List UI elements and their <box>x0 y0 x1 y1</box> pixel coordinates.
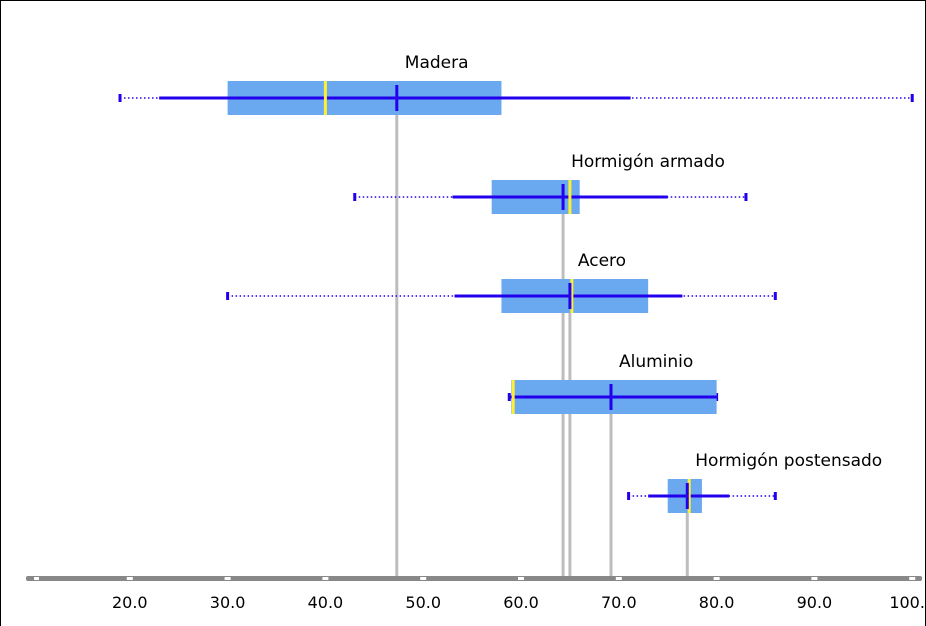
x-tick-label: 30.0 <box>210 593 246 612</box>
x-tick-label: 60.0 <box>503 593 539 612</box>
series-label: Madera <box>405 53 469 73</box>
x-tick-label: 100.0 <box>889 593 926 612</box>
x-tick-mark <box>322 577 329 580</box>
x-tick-mark <box>713 577 720 580</box>
series-label: Hormigón armado <box>571 152 725 172</box>
x-tick-mark <box>909 577 916 580</box>
x-axis-line <box>26 576 922 581</box>
x-tick-mark <box>518 577 525 580</box>
x-tick-label: 90.0 <box>797 593 833 612</box>
x-tick-mark <box>615 577 622 580</box>
x-tick-label: 20.0 <box>112 593 148 612</box>
x-tick-mark <box>224 577 231 580</box>
series-label: Hormigón postensado <box>695 451 882 471</box>
x-tick-label: 80.0 <box>699 593 735 612</box>
series-label: Aluminio <box>619 352 693 372</box>
x-tick-label: 40.0 <box>308 593 344 612</box>
x-tick-mark <box>126 577 133 580</box>
x-tick-mark <box>34 577 39 580</box>
x-tick-label: 50.0 <box>405 593 441 612</box>
series-label: Acero <box>578 251 626 271</box>
x-tick-label: 70.0 <box>601 593 637 612</box>
x-tick-mark <box>811 577 818 580</box>
x-tick-mark <box>420 577 427 580</box>
